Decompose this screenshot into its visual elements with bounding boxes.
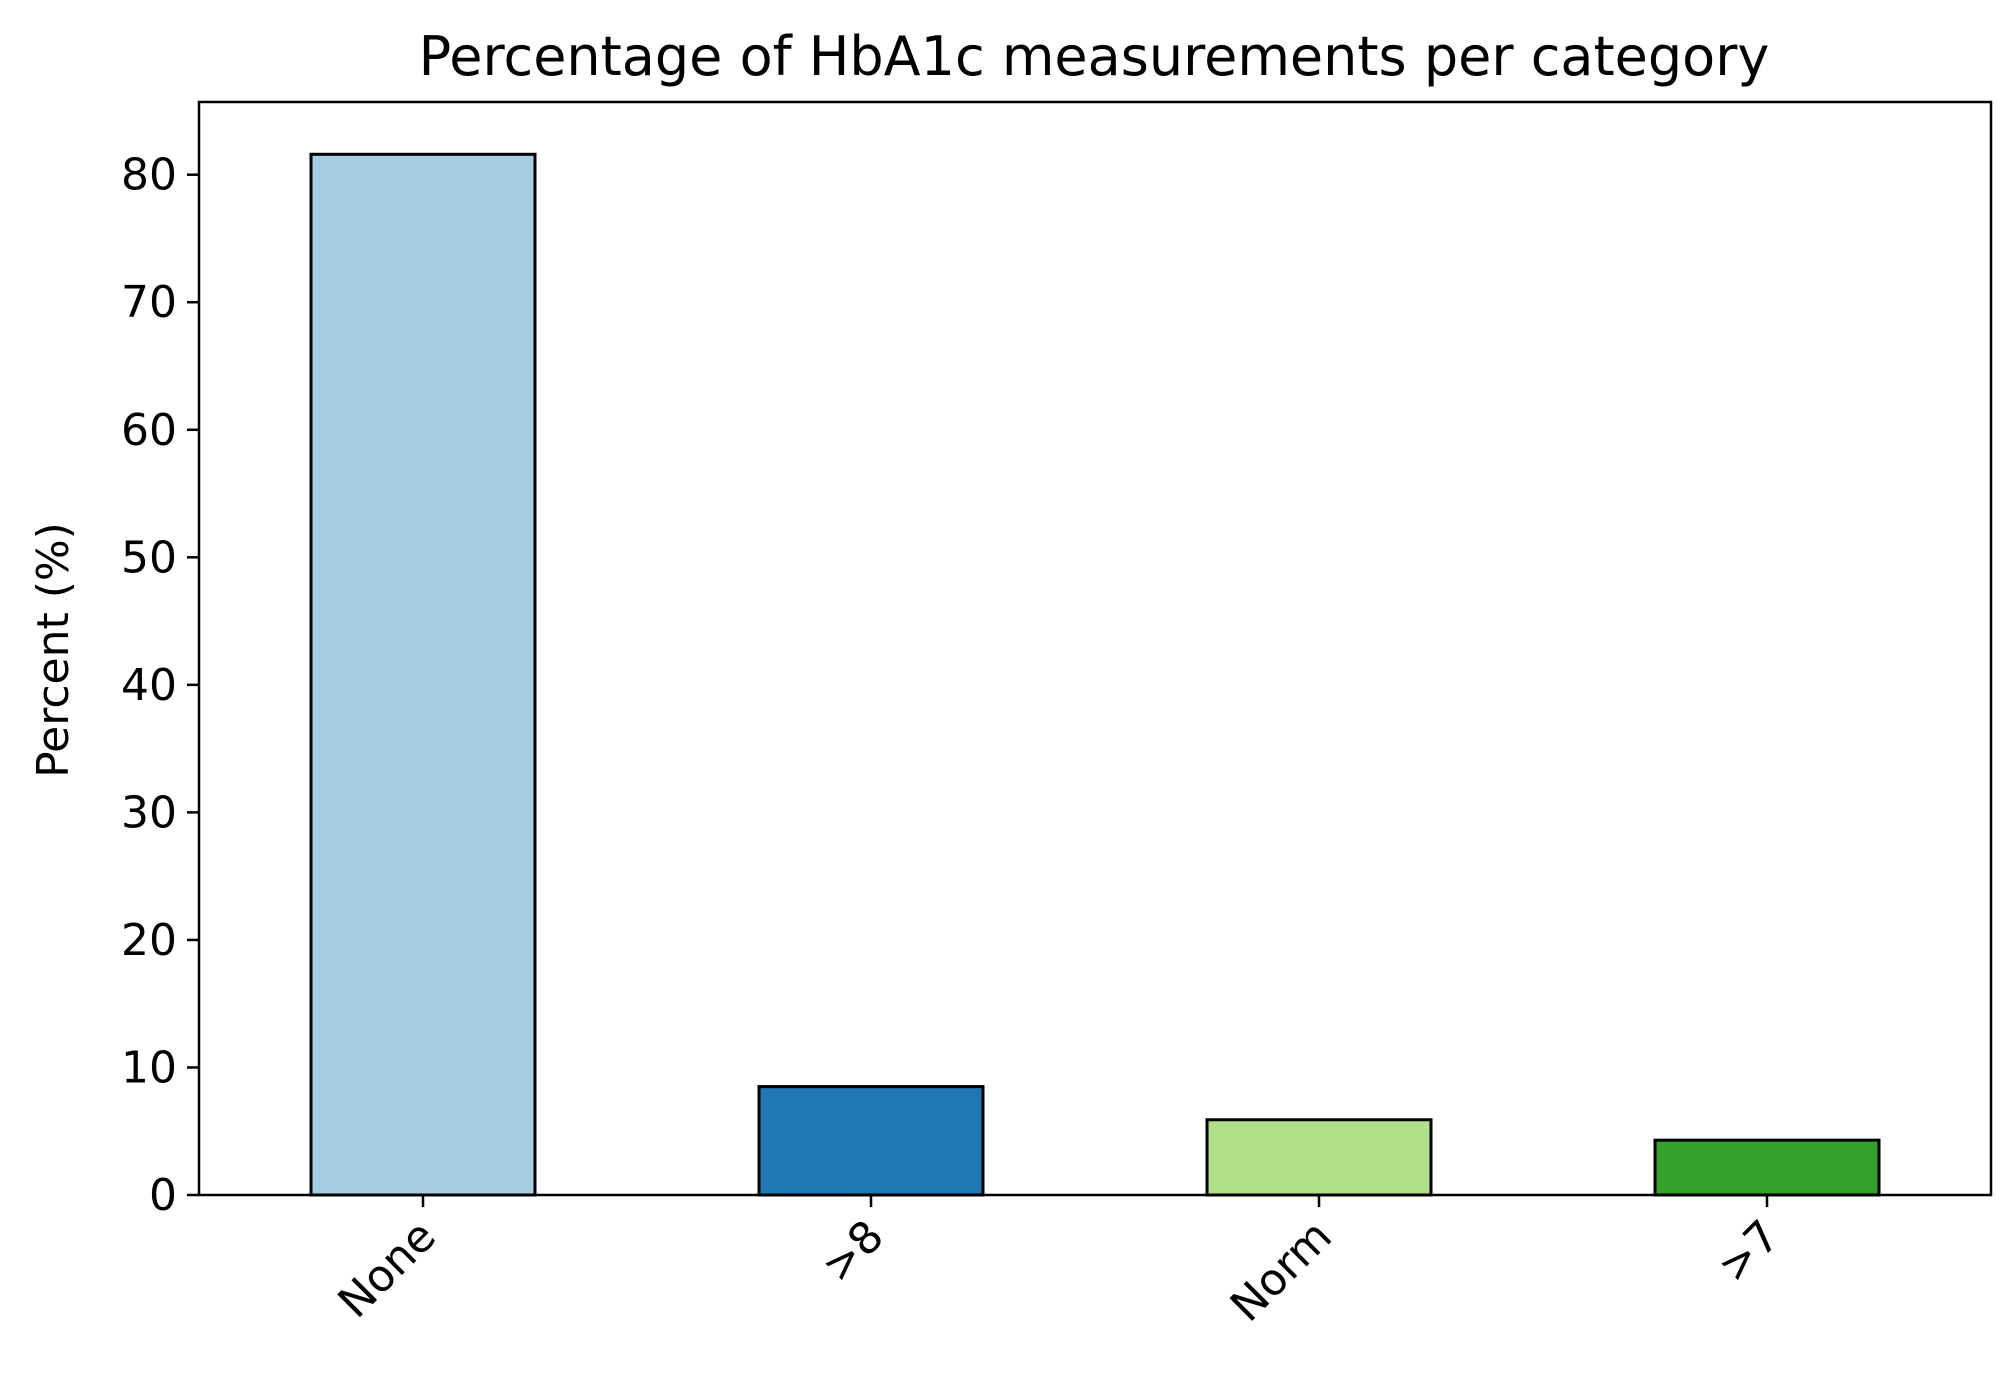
y-axis-label: Percent (%) xyxy=(28,522,79,778)
y-tick-label: 60 xyxy=(121,405,177,456)
bar-0 xyxy=(309,152,537,1197)
y-tick-label: 50 xyxy=(121,532,177,583)
bar-1 xyxy=(757,1085,985,1197)
y-tick-label: 70 xyxy=(121,277,177,328)
x-tick-label: >7 xyxy=(1708,1211,1790,1293)
y-tick-label: 0 xyxy=(149,1170,177,1221)
y-tick-label: 80 xyxy=(121,150,177,201)
y-tick-label: 20 xyxy=(121,915,177,966)
x-tick-label: None xyxy=(329,1211,446,1328)
y-axis: 0 10 20 30 40 50 60 70 80 xyxy=(121,150,199,1221)
y-tick-label: 30 xyxy=(121,787,177,838)
bar-3 xyxy=(1653,1138,1881,1197)
plot-frame xyxy=(197,100,1993,1197)
x-axis: None >8 Norm >7 xyxy=(329,1195,1790,1332)
x-tick-label: >8 xyxy=(812,1211,894,1293)
y-tick-label: 10 xyxy=(121,1042,177,1093)
bar-2 xyxy=(1205,1118,1433,1197)
x-tick-label: Norm xyxy=(1221,1211,1342,1332)
chart-title: Percentage of HbA1c measurements per cat… xyxy=(419,25,1770,88)
bars xyxy=(309,152,1881,1197)
y-tick-label: 40 xyxy=(121,660,177,711)
